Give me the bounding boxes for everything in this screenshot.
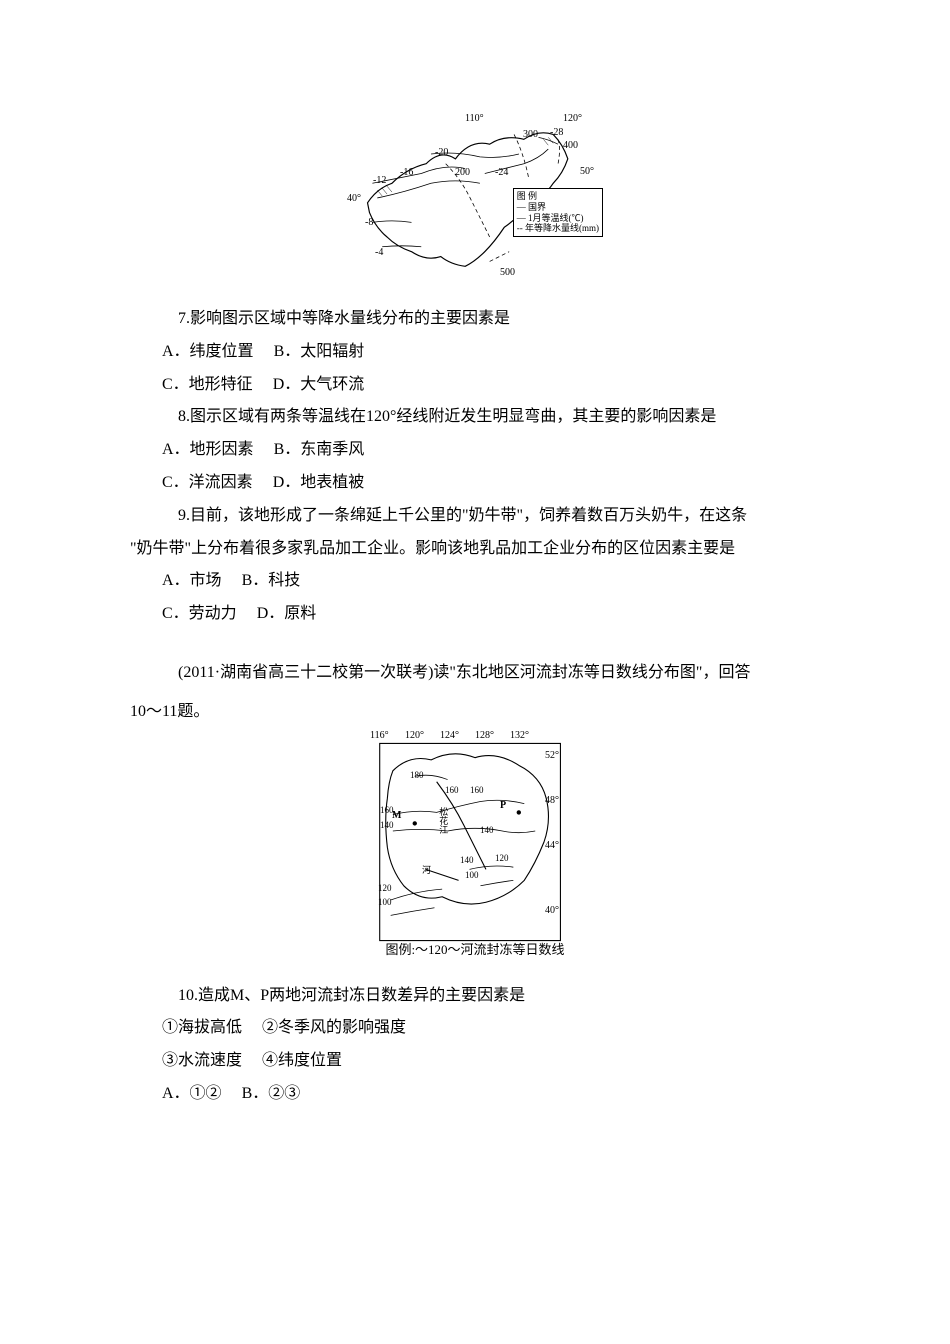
fig2-marker-P: P [500, 797, 506, 815]
fig1-iso-12: -12 [373, 172, 386, 190]
fig2-lat-40: 40° [545, 902, 559, 920]
fig1-iso-4: -4 [375, 244, 383, 262]
q9-line2: "奶牛带"上分布着很多家乳品加工企业。影响该地乳品加工企业分布的区位因素主要是 [130, 535, 820, 564]
fig2-river-he: 河 [422, 862, 431, 878]
fig1-iso-24: -24 [495, 164, 508, 182]
figure2: 116° 120° 124° 128° 132° 52° 48° 44° 40°… [350, 727, 600, 957]
q7-options-cd: C．地形特征 D．大气环流 [130, 371, 820, 400]
q7-optB: B．太阳辐射 [274, 343, 365, 360]
fig1-iso-16: -16 [400, 164, 413, 182]
fig2-iso-160b: 160 [445, 782, 459, 798]
q10-item1: ①海拔高低 [162, 1019, 242, 1036]
legend-item-precip: -- 年等降水量线(mm) [517, 223, 599, 234]
q8-optD: D．地表植被 [273, 474, 365, 491]
q8-optB: B．东南季风 [274, 441, 365, 458]
context2-line1: (2011·湖南省高三十二校第一次联考)读"东北地区河流封冻等日数线分布图"，回… [130, 659, 820, 688]
q9-optD: D．原料 [257, 605, 317, 622]
q7-optD: D．大气环流 [273, 376, 365, 393]
q8-options-cd: C．洋流因素 D．地表植被 [130, 469, 820, 498]
figure1-container: 110° 120° 40° 50° -12 -16 -20 -24 -28 -8… [130, 110, 820, 280]
fig2-iso-160c: 160 [470, 782, 484, 798]
fig2-marker-M: M [392, 807, 401, 825]
fig2-lon-132: 132° [510, 727, 529, 745]
fig2-iso-180: 180 [410, 767, 424, 783]
q9-optB: B．科技 [242, 572, 301, 589]
context2-line2: 10～11题。 [130, 698, 820, 727]
fig1-precip-500: 500 [500, 264, 515, 282]
fig1-iso-8: -8 [365, 214, 373, 232]
q9-options-ab: A．市场 B．科技 [130, 567, 820, 596]
q9-optC: C．劳动力 [162, 605, 237, 622]
q10-item2: ②冬季风的影响强度 [262, 1019, 406, 1036]
fig2-iso-120b: 120 [495, 850, 509, 866]
q8-text: 8.图示区域有两条等温线在120°经线附近发生明显弯曲，其主要的影响因素是 [130, 403, 820, 432]
fig2-lon-116: 116° [370, 727, 389, 745]
fig2-lon-128: 128° [475, 727, 494, 745]
figure2-caption: 图例:〜120〜河流封冻等日数线 [350, 938, 600, 961]
fig1-lon-120: 120° [563, 110, 582, 128]
figure1: 110° 120° 40° 50° -12 -16 -20 -24 -28 -8… [345, 110, 605, 280]
q7-options-ab: A．纬度位置 B．太阳辐射 [130, 338, 820, 367]
fig2-lat-52: 52° [545, 747, 559, 765]
fig1-precip-400: 400 [563, 137, 578, 155]
q10-optB: B．②③ [242, 1085, 301, 1102]
q10-items-34: ③水流速度 ④纬度位置 [130, 1047, 820, 1076]
fig1-lat-40: 40° [347, 190, 361, 208]
q9-optA: A．市场 [162, 572, 222, 589]
q10-text: 10.造成M、P两地河流封冻日数差异的主要因素是 [130, 982, 820, 1011]
q10-optA: A．①② [162, 1085, 222, 1102]
fig2-river-songhua: 松花江 [435, 807, 451, 834]
q10-item4: ④纬度位置 [262, 1052, 342, 1069]
q7-optA: A．纬度位置 [162, 343, 254, 360]
fig2-lat-44: 44° [545, 837, 559, 855]
figure1-legend: 图 例 — 国界 — 1月等温线(℃) -- 年等降水量线(mm) [513, 188, 603, 237]
q9-line1: 9.目前，该地形成了一条绵延上千公里的"奶牛带"，饲养着数百万头奶牛，在这条 [130, 502, 820, 531]
fig1-iso-20: -20 [435, 144, 448, 162]
fig1-precip-300: 300 [523, 126, 538, 144]
figure2-svg [350, 727, 600, 957]
q8-optA: A．地形因素 [162, 441, 254, 458]
fig2-lat-48: 48° [545, 792, 559, 810]
fig1-precip-200: 200 [455, 164, 470, 182]
fig2-iso-140b: 140 [460, 852, 474, 868]
q9-options-cd: C．劳动力 D．原料 [130, 600, 820, 629]
figure2-container: 116° 120° 124° 128° 132° 52° 48° 44° 40°… [130, 727, 820, 957]
fig2-iso-100a: 100 [378, 894, 392, 910]
fig2-lon-120: 120° [405, 727, 424, 745]
fig2-lon-124: 124° [440, 727, 459, 745]
q10-options-ab: A．①② B．②③ [130, 1080, 820, 1109]
q7-optC: C．地形特征 [162, 376, 253, 393]
q10-item3: ③水流速度 [162, 1052, 242, 1069]
q8-options-ab: A．地形因素 B．东南季风 [130, 436, 820, 465]
fig2-iso-100b: 100 [465, 867, 479, 883]
fig1-lon-110: 110° [465, 110, 484, 128]
q7-text: 7.影响图示区域中等降水量线分布的主要因素是 [130, 305, 820, 334]
fig1-lat-50: 50° [580, 163, 594, 181]
q10-items-12: ①海拔高低 ②冬季风的影响强度 [130, 1014, 820, 1043]
legend-title: 图 例 [517, 191, 599, 202]
legend-item-isotherm: — 1月等温线(℃) [517, 213, 599, 224]
legend-item-border: — 国界 [517, 202, 599, 213]
fig1-iso-28: -28 [550, 124, 563, 142]
q8-optC: C．洋流因素 [162, 474, 253, 491]
fig2-iso-140c: 140 [480, 822, 494, 838]
